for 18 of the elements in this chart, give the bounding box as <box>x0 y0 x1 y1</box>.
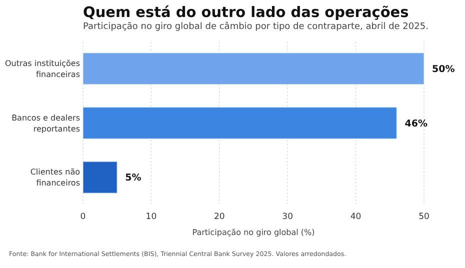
x-tick-label: 40 <box>350 212 362 222</box>
x-tick-label: 30 <box>282 212 294 222</box>
data-label: 50% <box>432 64 456 75</box>
data-label: 5% <box>125 172 142 184</box>
x-tick-label: 50 <box>418 212 430 222</box>
x-tick-label: 0 <box>80 212 86 222</box>
data-label: 46% <box>404 118 428 130</box>
x-tick-label: 20 <box>214 212 225 222</box>
x-tick-label: 10 <box>146 212 157 222</box>
chart-subtitle: Participação no giro global de câmbio por tipo de contraparte, abril de 2025. <box>83 21 428 32</box>
chart-title: Quem está do outro lado das operações <box>83 5 409 21</box>
bar <box>82 52 424 85</box>
y-tick-label: Bancos e dealers reportantes <box>12 113 80 134</box>
y-tick-label: Outras instituições financeiras <box>4 58 80 79</box>
bar <box>82 161 118 194</box>
x-axis-title: Participação no giro global (%) <box>192 228 315 237</box>
y-tick-label: Clientes não financeiros <box>30 168 80 188</box>
bar <box>82 106 398 140</box>
